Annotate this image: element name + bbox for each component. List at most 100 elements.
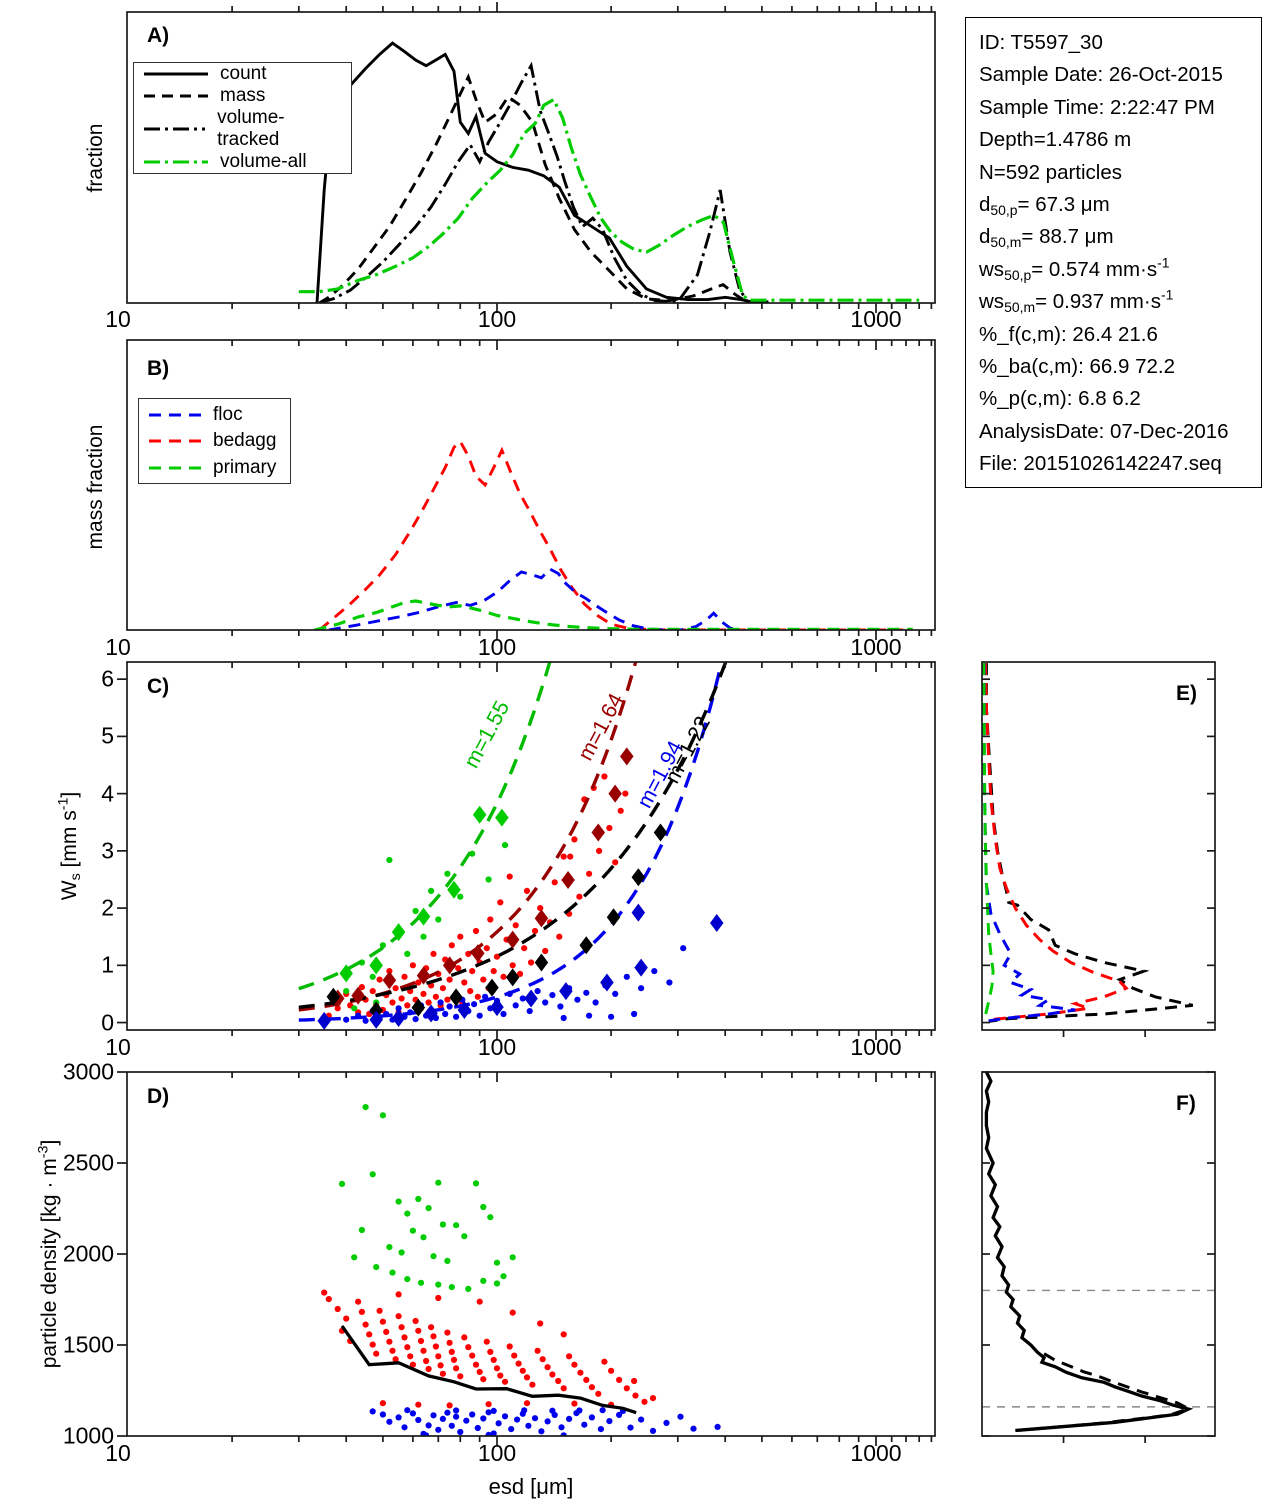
panel-f-content: [982, 1072, 1215, 1433]
x-tick-label-d-100: 100: [477, 1440, 517, 1466]
count-line: [315, 41, 769, 303]
panel-label-d: D): [147, 1085, 170, 1108]
info-line: ws50,p= 0.574 mm·s-1: [979, 254, 1170, 283]
legend-panel-a: count mass volume-tracked volume-all: [133, 62, 352, 174]
legend-line-sample: [144, 72, 208, 76]
legend-item-mass: mass: [134, 85, 351, 107]
d-y-tick-2500: 2500: [62, 1149, 114, 1176]
legend-item-bedagg: bedagg: [139, 430, 290, 452]
x-ticks: [231, 340, 933, 640]
x-tick-label-c-1000: 1000: [850, 1034, 902, 1060]
median-density-line: [340, 1324, 637, 1415]
c-y-tick-1: 1: [101, 951, 114, 978]
panel-label-c: C): [147, 675, 170, 698]
x-ticks: [231, 662, 933, 1040]
legend-panel-b: floc bedagg primary: [138, 398, 291, 484]
d-y-tick-1000: 1000: [62, 1422, 114, 1449]
legend-item-count: count: [134, 63, 351, 85]
legend-item-primary: primary: [139, 457, 290, 479]
floc-density-dots: [369, 1407, 721, 1436]
legend-line-sample: [149, 439, 201, 443]
x-tick-label-a-10: 10: [105, 306, 131, 332]
y-axis-label-c: Ws [mm s-1]: [55, 791, 84, 901]
x-tick-label-d-1000: 1000: [850, 1440, 902, 1466]
density-dist-dashed-line: [1019, 1352, 1193, 1432]
y-ticks: [117, 1071, 127, 1437]
volume-tracked-line: [318, 61, 769, 303]
floc-particles-dots: [343, 945, 687, 1024]
info-line: ws50,m= 0.937 mm·s-1: [979, 286, 1174, 316]
legend-line-sample: [144, 94, 208, 98]
panel-label-b: B): [147, 357, 170, 380]
bedagg-ws-dist-line: [983, 663, 1129, 1023]
primary-fit-exponent-label: m=1.55: [459, 697, 514, 772]
x-ticks: [231, 1072, 933, 1446]
panel-label-a: A): [147, 24, 170, 47]
info-line: File: 20151026142247.seq: [979, 452, 1222, 476]
info-line: ID: T5597_30: [979, 31, 1103, 54]
floc-median-diamonds: [317, 903, 724, 1030]
bedagg-fit-exponent-label: m=1.64: [573, 689, 628, 764]
info-line: AnalysisDate: 07-Dec-2016: [979, 419, 1229, 443]
floc-fit-line: [298, 662, 724, 1022]
info-line: Sample Time: 2:22:47 PM: [979, 95, 1215, 119]
bedagg-median-diamonds: [330, 747, 634, 1008]
legend-item-volume-all: volume-all: [134, 151, 351, 173]
c-y-tick-4: 4: [101, 780, 114, 807]
primary-density-dots: [338, 1104, 516, 1292]
d-y-tick-1500: 1500: [62, 1331, 114, 1358]
info-line: %_p(c,m): 6.8 6.2: [979, 387, 1141, 411]
x-axis-label: esd [μm]: [488, 1474, 574, 1499]
legend-label: volume-all: [220, 151, 307, 172]
floc-ws-dist-line: [982, 663, 1076, 1023]
bedagg-line: [318, 439, 904, 630]
panel-b-series: [314, 439, 913, 630]
x-tick-label-a-100: 100: [477, 306, 517, 332]
d-y-tick-3000: 3000: [62, 1058, 114, 1085]
x-tick-label-b-10: 10: [105, 634, 131, 660]
info-line: %_f(c,m): 26.4 21.6: [979, 322, 1158, 346]
panel-a-border: [126, 11, 936, 304]
c-y-tick-3: 3: [101, 837, 114, 864]
primary-ws-dist-line: [982, 663, 995, 1022]
y-ticks-ef: [982, 678, 1215, 1037]
panel-a-series: [298, 41, 920, 303]
bedagg-density-dots: [321, 1289, 657, 1409]
panel-e-series: [982, 663, 1194, 1023]
all-median-diamonds: [326, 823, 668, 1020]
panel-label-f: F): [1176, 1092, 1196, 1115]
y-ticks: [117, 678, 127, 1024]
d-y-tick-2000: 2000: [62, 1240, 114, 1267]
info-line: %_ba(c,m): 66.9 72.2: [979, 355, 1175, 379]
info-line: d50,p= 67.3 μm: [979, 193, 1110, 218]
density-dist-solid-line: [984, 1072, 1194, 1433]
x-tick-label-a-1000: 1000: [850, 306, 902, 332]
primary-median-diamonds: [339, 805, 509, 983]
panel-b-border: [126, 339, 936, 631]
x-tick-label-b-100: 100: [477, 634, 517, 660]
info-line: Depth=1.4786 m: [979, 128, 1132, 152]
info-box: ID: T5597_30 Sample Date: 26-Oct-2015 Samp…: [965, 17, 1262, 488]
panel-d-border: [126, 1071, 936, 1437]
info-line: d50,m= 88.7 μm: [979, 225, 1114, 251]
primary-line: [314, 599, 913, 630]
panel-c-content: [298, 662, 728, 1030]
legend-line-sample: [149, 466, 201, 469]
legend-label: mass: [220, 85, 266, 106]
all-ws-dist-line: [984, 663, 1194, 1023]
c-y-tick-0: 0: [101, 1009, 114, 1036]
c-y-tick-2: 2: [101, 894, 114, 921]
legend-label: floc: [213, 403, 243, 425]
panel-e-border: [981, 661, 1216, 1031]
all-fit-line: [298, 662, 728, 1009]
y-axis-label-d: particle density [kg · m-3]: [35, 1139, 61, 1369]
x-tick-label-c-100: 100: [477, 1034, 517, 1060]
x-tick-label-c-10: 10: [105, 1034, 131, 1060]
primary-particles-dots: [343, 842, 509, 1012]
y-axis-label-b: mass fraction: [84, 424, 107, 550]
legend-label: primary: [213, 456, 277, 478]
panel-label-e: E): [1176, 682, 1197, 705]
panel-c-border: [126, 661, 936, 1031]
